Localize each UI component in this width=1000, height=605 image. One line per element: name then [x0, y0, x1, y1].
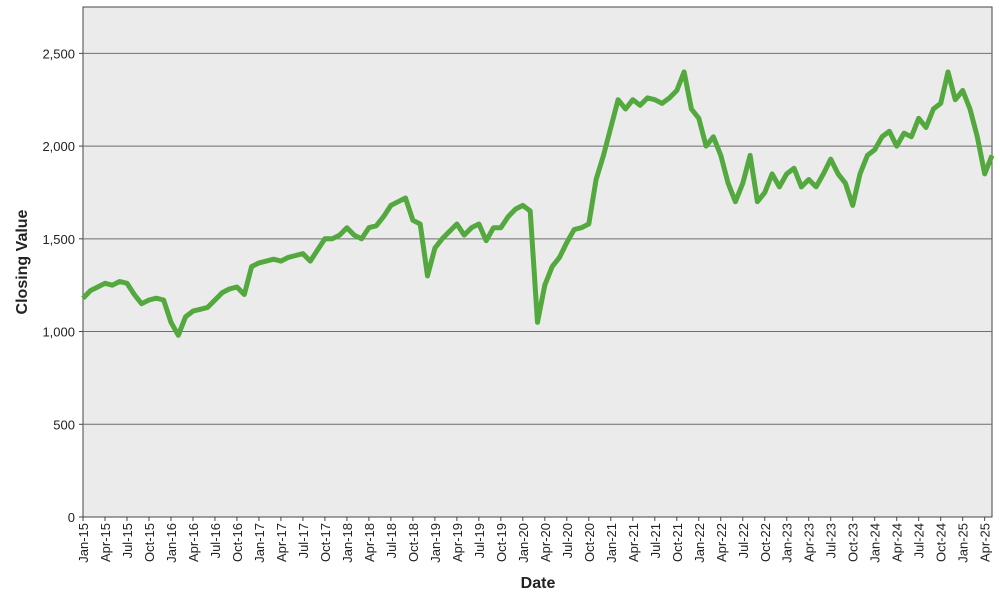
x-tick-label: Apr-23	[802, 523, 817, 562]
x-tick-label: Oct-24	[934, 523, 949, 562]
x-tick-label: Oct-15	[142, 523, 157, 562]
x-tick-label: Jan-15	[76, 523, 91, 563]
x-tick-label: Jan-16	[164, 523, 179, 563]
y-tick-label: 2,500	[42, 46, 75, 61]
y-axis-label: Closing Value	[14, 209, 31, 314]
x-tick-label: Apr-24	[890, 523, 905, 562]
x-tick-label: Jan-24	[868, 523, 883, 563]
x-tick-label: Jul-22	[736, 523, 751, 558]
x-tick-label: Apr-20	[538, 523, 553, 562]
x-tick-label: Jan-20	[516, 523, 531, 563]
x-tick-label: Jul-24	[912, 523, 927, 558]
x-tick-label: Apr-17	[274, 523, 289, 562]
y-tick-label: 0	[68, 510, 75, 525]
x-tick-label: Jul-15	[120, 523, 135, 558]
x-tick-label: Jul-17	[296, 523, 311, 558]
x-tick-label: Oct-21	[670, 523, 685, 562]
x-tick-label: Oct-16	[230, 523, 245, 562]
x-tick-label: Apr-18	[362, 523, 377, 562]
x-tick-label: Jan-17	[252, 523, 267, 563]
x-tick-label: Jul-18	[384, 523, 399, 558]
x-tick-label: Apr-25	[978, 523, 993, 562]
y-tick-label: 1,500	[42, 232, 75, 247]
x-tick-label: Oct-23	[846, 523, 861, 562]
x-tick-label: Apr-22	[714, 523, 729, 562]
x-tick-label: Oct-20	[582, 523, 597, 562]
y-tick-label: 2,000	[42, 139, 75, 154]
x-tick-label: Jan-18	[340, 523, 355, 563]
x-tick-label: Oct-18	[406, 523, 421, 562]
x-tick-label: Jul-20	[560, 523, 575, 558]
x-tick-label: Apr-21	[626, 523, 641, 562]
x-tick-label: Jul-23	[824, 523, 839, 558]
x-tick-label: Oct-22	[758, 523, 773, 562]
data-line	[81, 69, 995, 338]
x-tick-label: Jul-21	[648, 523, 663, 558]
x-tick-label: Jan-21	[604, 523, 619, 563]
x-tick-label: Jan-19	[428, 523, 443, 563]
x-axis-label: Date	[521, 575, 556, 592]
x-tick-label: Jan-22	[692, 523, 707, 563]
x-tick-label: Oct-17	[318, 523, 333, 562]
x-tick-label: Jan-23	[780, 523, 795, 563]
x-tick-label: Apr-19	[450, 523, 465, 562]
y-tick-label: 500	[53, 417, 75, 432]
plot-area	[82, 6, 993, 518]
x-tick-label: Apr-16	[186, 523, 201, 562]
y-tick-label: 1,000	[42, 325, 75, 340]
x-tick-label: Oct-19	[494, 523, 509, 562]
x-tick-label: Jan-25	[956, 523, 971, 563]
x-tick-label: Jul-19	[472, 523, 487, 558]
x-tick-label: Apr-15	[98, 523, 113, 562]
x-tick-label: Jul-16	[208, 523, 223, 558]
